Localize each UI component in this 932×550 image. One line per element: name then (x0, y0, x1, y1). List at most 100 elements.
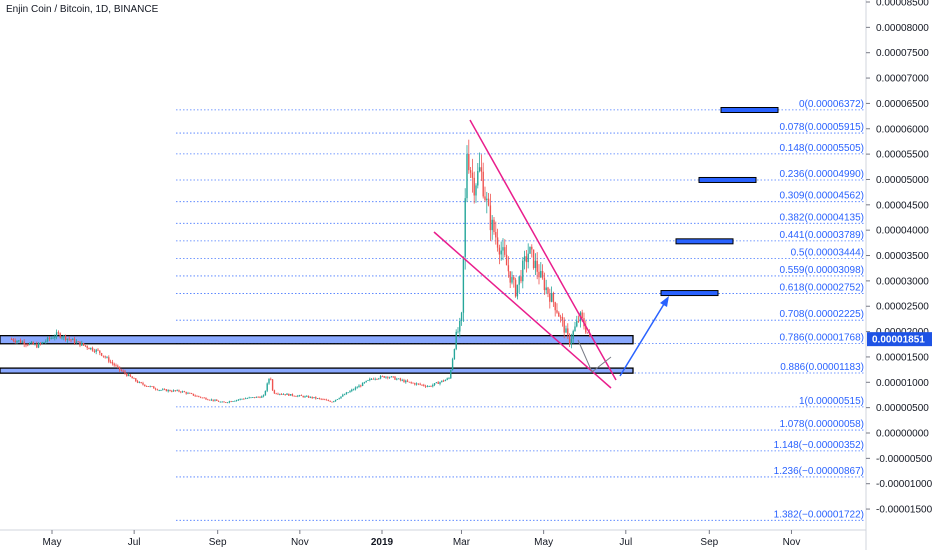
candle-body (117, 365, 119, 367)
candle-body (358, 385, 360, 388)
candle-body (477, 171, 479, 186)
candle-body (471, 172, 474, 178)
candle-body (450, 370, 452, 379)
candle-body (136, 381, 139, 383)
price-axis[interactable]: 0.00008500 0.00008000 0.00007500 0.00007000… (865, 0, 932, 550)
candle-body (334, 399, 337, 402)
candle-body (250, 397, 252, 399)
candle-body (286, 393, 288, 395)
candle-body (163, 389, 166, 391)
target-level-bar (698, 176, 757, 183)
time-tick-label: Sep (209, 537, 227, 548)
candle-body (106, 357, 108, 359)
candle-body (46, 337, 49, 342)
candle-body (565, 328, 567, 333)
candle-body (540, 270, 542, 278)
candle-body (385, 376, 387, 378)
candle-body (210, 399, 213, 401)
candle-body (100, 353, 103, 356)
price-tick-label: 0.00008000 (876, 23, 929, 34)
candle-body (82, 343, 85, 346)
price-tick-label: 0.00006000 (876, 124, 929, 135)
candle-body (556, 310, 558, 313)
candle-body (451, 359, 454, 371)
candle-body (165, 389, 168, 392)
candle-body (567, 328, 569, 335)
candle-body (352, 389, 355, 391)
candle-body (27, 344, 29, 346)
price-tick-label: 0.00005500 (876, 150, 929, 161)
candle-body (405, 380, 407, 383)
fib-level-label: 0.309(0.00004562) (779, 191, 864, 202)
price-tick-label: -0.00000500 (876, 454, 932, 465)
candle-body (273, 390, 276, 394)
candle-body (581, 312, 583, 319)
candle-body (25, 344, 27, 346)
time-tick-label: May (43, 537, 62, 548)
candle-body (486, 198, 488, 201)
candle-body (383, 376, 385, 378)
candle-body (122, 370, 124, 372)
candle-body (268, 378, 270, 384)
current-price-badge (867, 332, 932, 347)
candle-body (439, 382, 441, 384)
candle-body (498, 247, 501, 255)
candle-body (457, 331, 459, 333)
candle-body (104, 356, 106, 358)
candle-body (88, 347, 90, 350)
candle-body (318, 398, 321, 399)
candle-body (293, 395, 295, 397)
candle-body (145, 386, 148, 387)
time-tick-label: 2019 (371, 537, 394, 548)
candle-body (259, 397, 261, 398)
candle-body (133, 378, 135, 380)
candle-body (16, 340, 18, 343)
candle-body (45, 341, 47, 343)
candle-body (428, 386, 430, 387)
candle-body (412, 382, 414, 384)
time-tick-label: Nov (291, 537, 309, 548)
candle-body (203, 397, 205, 399)
candle-body (120, 369, 123, 371)
price-tick-label: 0.00005000 (876, 175, 929, 186)
candle-body (513, 277, 515, 280)
candle-body (271, 379, 274, 391)
candle-body (201, 397, 204, 399)
candle-body (23, 341, 25, 345)
wedge-lower-line (433, 231, 612, 389)
candle-body (109, 361, 112, 363)
target-arrow-head (660, 296, 669, 307)
price-tick-label: 0.00002500 (876, 302, 929, 313)
candle-body (518, 276, 520, 285)
price-tick-label: 0.00003500 (876, 251, 929, 262)
candle-body (442, 380, 445, 382)
candle-body (433, 383, 436, 385)
candle-body (338, 398, 340, 400)
candle-body (376, 378, 378, 380)
candle-body (115, 365, 117, 367)
candle-body (95, 349, 97, 352)
candle-body (81, 343, 83, 346)
candle-body (30, 342, 33, 344)
candle-body (73, 338, 76, 344)
candle-body (172, 390, 175, 392)
candle-body (466, 154, 468, 199)
fib-level-label: 0.618(0.00002752) (779, 282, 864, 293)
candle-body (496, 237, 499, 248)
price-tick-label: 0.00006500 (876, 99, 929, 110)
candle-body (576, 320, 578, 327)
candle-body (329, 400, 331, 402)
time-axis[interactable]: May Jul Sep Nov 2019 Mar May Jul Sep Nov (0, 529, 866, 548)
candle-body (300, 395, 303, 397)
candle-body (90, 347, 92, 350)
time-tick-label: May (534, 537, 553, 548)
target-levels (660, 107, 779, 297)
candle-body (349, 390, 351, 393)
projection-path (577, 339, 612, 373)
candle-body (370, 378, 373, 380)
candle-body (189, 392, 191, 394)
candle-body (558, 312, 560, 317)
candle-body (435, 382, 438, 384)
candle-body (379, 376, 382, 379)
